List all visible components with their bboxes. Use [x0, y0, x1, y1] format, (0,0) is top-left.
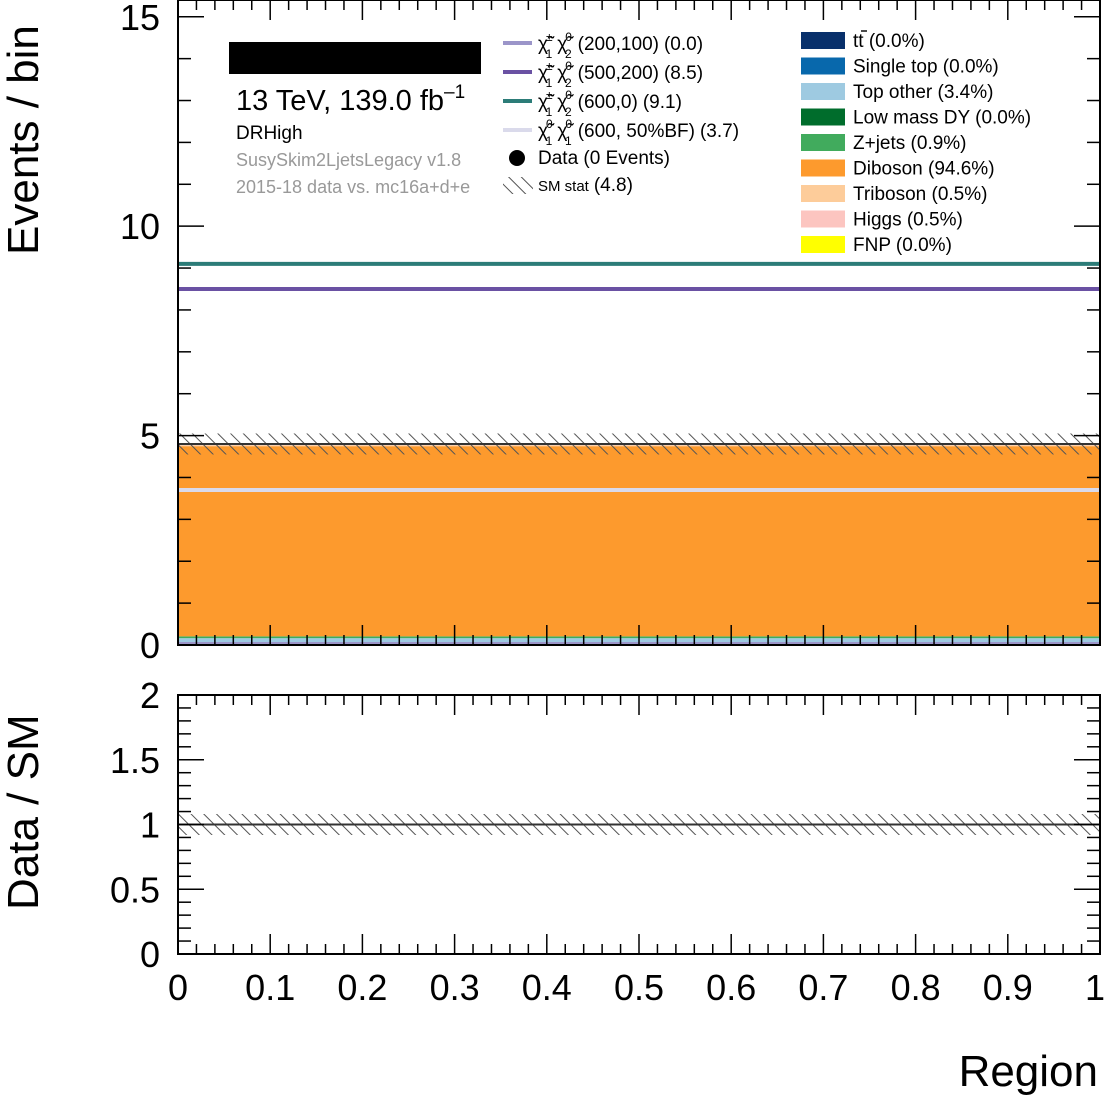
ratio-panel: 0 0.5 1 1.5 2 Data / SM — [0, 675, 1101, 975]
x-tick-6: 0.6 — [706, 967, 756, 1008]
x-tick-8: 0.8 — [891, 967, 941, 1008]
bkg-legend-label-7: Higgs (0.5%) — [853, 210, 963, 231]
bkg-legend-label-5: Diboson (94.6%) — [853, 159, 995, 180]
main-y-tick-2: 10 — [120, 206, 160, 247]
ratio-y-tick-0: 0 — [140, 934, 160, 975]
bkg-swatch-1 — [801, 57, 845, 75]
smstat-legend-label: SM stat (4.8) — [538, 175, 633, 196]
bkg-swatch-3 — [801, 108, 845, 126]
data-description: 2015-18 data vs. mc16a+d+e — [236, 177, 470, 197]
x-tick-4: 0.4 — [522, 967, 572, 1008]
signal-legend-label-0: χ̃± 1 χ̃0 2 (200,100) (0.0) — [538, 30, 703, 61]
background-legend: tt (0.0%) Single top (0.0%) Top other (3.4… — [801, 30, 1031, 256]
x-tick-5: 0.5 — [614, 967, 664, 1008]
x-tick-0: 0 — [168, 967, 188, 1008]
main-y-tick-1: 5 — [140, 416, 160, 457]
x-tick-9: 0.9 — [983, 967, 1033, 1008]
ratio-y-tick-4: 2 — [140, 675, 160, 716]
energy-lumi-label: 13 TeV, 139.0 fb–1 — [236, 82, 465, 117]
bkg-swatch-8 — [801, 236, 845, 253]
main-y-tick-3: 15 — [120, 0, 160, 38]
data-marker-icon — [509, 150, 525, 166]
signal-legend-label-1: χ̃± 1 χ̃0 2 (500,200) (8.5) — [538, 59, 703, 90]
bkg-swatch-4 — [801, 134, 845, 151]
bkg-legend-label-8: FNP (0.0%) — [853, 235, 952, 256]
x-tick-3: 0.3 — [430, 967, 480, 1008]
bkg-swatch-6 — [801, 185, 845, 202]
ratio-frame — [177, 694, 1101, 955]
x-tick-1: 0.1 — [245, 967, 295, 1008]
main-panel: 0 5 10 15 Events / bin — [0, 0, 1101, 666]
sm-stat-band — [178, 433, 1100, 455]
bkg-swatch-0 — [801, 32, 845, 49]
ratio-y-tick-1: 0.5 — [110, 869, 160, 910]
main-y-tick-labels: 0 5 10 15 — [120, 0, 160, 666]
x-tick-labels: 0 0.1 0.2 0.3 0.4 0.5 0.6 0.7 0.8 0.9 1 — [168, 967, 1105, 1008]
data-legend-entry: Data (0 Events) — [509, 148, 670, 169]
signal-legend-label-3: χ̃0 1 χ̃0 1 (600, 50%BF) (3.7) — [538, 117, 739, 148]
bkg-legend-label-0: tt (0.0%) — [853, 31, 925, 52]
bkg-legend-label-3: Low mass DY (0.0%) — [853, 108, 1031, 129]
ratio-y-axis-label: Data / SM — [0, 714, 48, 910]
ratio-y-tick-2: 1 — [140, 805, 160, 846]
background-stack — [178, 444, 1100, 645]
ratio-y-tick-3: 1.5 — [110, 740, 160, 781]
bkg-legend-label-1: Single top (0.0%) — [853, 57, 999, 78]
x-axis-label: Region — [959, 1047, 1098, 1096]
x-tick-2: 0.2 — [337, 967, 387, 1008]
atlas-label-block: 13 TeV, 139.0 fb–1 DRHigh SusySkim2Ljets… — [229, 42, 481, 197]
x-tick-10: 1 — [1085, 967, 1105, 1008]
bkg-swatch-5 — [801, 159, 845, 177]
main-frame — [177, 0, 1101, 646]
bkg-swatch-2 — [801, 83, 845, 100]
region-label: DRHigh — [236, 123, 303, 144]
signal-legend-label-2: χ̃± 1 χ̃0 2 (600,0) (9.1) — [538, 88, 682, 119]
main-y-tick-0: 0 — [140, 625, 160, 666]
bkg-legend-label-6: Triboson (0.5%) — [853, 184, 987, 205]
stack-bar-2 — [178, 446, 1100, 637]
software-tag: SusySkim2LjetsLegacy v1.8 — [236, 150, 461, 170]
bkg-legend-label-2: Top other (3.4%) — [853, 82, 993, 103]
main-y-axis-label: Events / bin — [0, 25, 48, 255]
signal-legend: χ̃± 1 χ̃0 2 (200,100) (0.0)χ̃± 1 χ̃0 2 (500,200)(… — [503, 30, 739, 148]
redacted-label-bar — [229, 42, 481, 74]
ratio-y-tick-labels: 0 0.5 1 1.5 2 — [110, 675, 160, 975]
bkg-swatch-7 — [801, 210, 845, 228]
smstat-legend-entry: SM stat (4.8) — [503, 175, 633, 196]
ratio-axis-ticks — [177, 694, 1101, 955]
data-legend-label: Data (0 Events) — [538, 148, 670, 169]
ratio-stat-band — [178, 814, 1100, 835]
hatch-swatch-icon — [503, 177, 533, 194]
x-tick-7: 0.7 — [798, 967, 848, 1008]
bkg-legend-label-4: Z+jets (0.9%) — [853, 133, 967, 154]
